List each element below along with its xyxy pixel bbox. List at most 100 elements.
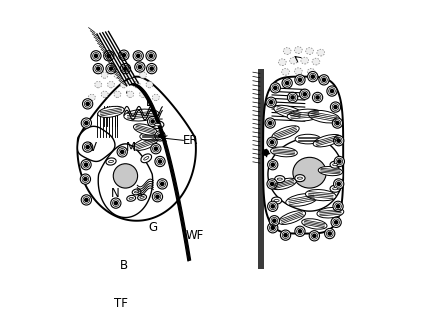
Ellipse shape (101, 72, 108, 78)
Polygon shape (78, 126, 115, 162)
Ellipse shape (133, 137, 157, 151)
Ellipse shape (337, 159, 342, 164)
Ellipse shape (306, 190, 336, 201)
Ellipse shape (82, 99, 93, 109)
Text: TF: TF (114, 297, 128, 310)
Ellipse shape (138, 194, 147, 200)
Ellipse shape (91, 51, 101, 61)
Ellipse shape (151, 143, 161, 154)
Ellipse shape (334, 136, 344, 146)
Ellipse shape (136, 54, 140, 58)
Ellipse shape (317, 49, 325, 56)
Ellipse shape (82, 142, 93, 152)
Ellipse shape (275, 176, 285, 182)
Ellipse shape (88, 94, 95, 101)
Polygon shape (263, 77, 343, 234)
Ellipse shape (117, 147, 127, 157)
Ellipse shape (113, 164, 138, 188)
Text: N: N (111, 187, 120, 200)
Ellipse shape (84, 162, 88, 167)
Ellipse shape (303, 92, 307, 97)
Ellipse shape (158, 159, 162, 164)
Ellipse shape (119, 50, 129, 60)
Ellipse shape (140, 72, 147, 78)
Ellipse shape (290, 57, 297, 64)
Ellipse shape (106, 158, 116, 165)
Ellipse shape (84, 121, 89, 125)
Ellipse shape (113, 201, 118, 205)
Ellipse shape (335, 121, 340, 125)
Ellipse shape (298, 78, 302, 82)
Ellipse shape (295, 134, 321, 144)
Ellipse shape (135, 62, 145, 72)
Ellipse shape (123, 66, 128, 71)
Ellipse shape (266, 97, 276, 107)
Ellipse shape (268, 160, 278, 170)
Ellipse shape (114, 91, 121, 98)
Ellipse shape (290, 95, 295, 100)
Ellipse shape (271, 147, 297, 157)
Ellipse shape (270, 140, 274, 145)
Ellipse shape (154, 146, 158, 151)
Ellipse shape (325, 228, 335, 239)
Ellipse shape (280, 230, 291, 240)
Ellipse shape (312, 58, 320, 65)
Ellipse shape (93, 64, 103, 74)
Ellipse shape (306, 48, 313, 54)
Ellipse shape (295, 226, 305, 236)
Ellipse shape (269, 100, 273, 105)
Ellipse shape (322, 78, 326, 82)
Ellipse shape (295, 47, 302, 53)
Ellipse shape (333, 201, 343, 212)
Ellipse shape (114, 72, 121, 78)
Ellipse shape (307, 68, 315, 75)
Ellipse shape (299, 89, 310, 99)
Ellipse shape (127, 195, 136, 201)
Ellipse shape (293, 157, 326, 188)
Ellipse shape (84, 198, 89, 202)
Ellipse shape (273, 86, 278, 90)
Ellipse shape (140, 91, 147, 98)
Ellipse shape (298, 229, 302, 234)
Ellipse shape (317, 207, 344, 218)
Ellipse shape (150, 119, 155, 124)
Ellipse shape (127, 91, 134, 98)
Ellipse shape (297, 177, 303, 179)
Ellipse shape (270, 83, 280, 93)
Ellipse shape (96, 66, 101, 71)
Ellipse shape (127, 72, 134, 78)
Ellipse shape (312, 234, 317, 238)
Ellipse shape (295, 175, 305, 182)
Ellipse shape (158, 134, 162, 138)
Ellipse shape (120, 64, 131, 74)
Text: WF: WF (185, 229, 203, 242)
Ellipse shape (151, 121, 164, 129)
Ellipse shape (277, 178, 282, 180)
Ellipse shape (283, 233, 288, 237)
Ellipse shape (157, 179, 167, 189)
Ellipse shape (334, 156, 345, 167)
Ellipse shape (268, 223, 278, 233)
Ellipse shape (132, 189, 141, 195)
Ellipse shape (120, 81, 127, 88)
Ellipse shape (146, 81, 153, 88)
Ellipse shape (263, 150, 268, 155)
Ellipse shape (333, 105, 338, 109)
Ellipse shape (278, 211, 306, 224)
Ellipse shape (106, 54, 111, 58)
Ellipse shape (149, 54, 153, 58)
Ellipse shape (309, 231, 319, 241)
Text: L: L (146, 96, 153, 109)
Text: G: G (148, 221, 157, 234)
Ellipse shape (133, 124, 157, 135)
Ellipse shape (133, 51, 144, 61)
Ellipse shape (108, 81, 115, 88)
Ellipse shape (270, 204, 275, 209)
Ellipse shape (285, 81, 289, 85)
Ellipse shape (111, 198, 121, 208)
Ellipse shape (85, 101, 90, 106)
Ellipse shape (327, 86, 337, 96)
Ellipse shape (272, 218, 276, 223)
Ellipse shape (270, 162, 275, 167)
Ellipse shape (93, 54, 98, 58)
